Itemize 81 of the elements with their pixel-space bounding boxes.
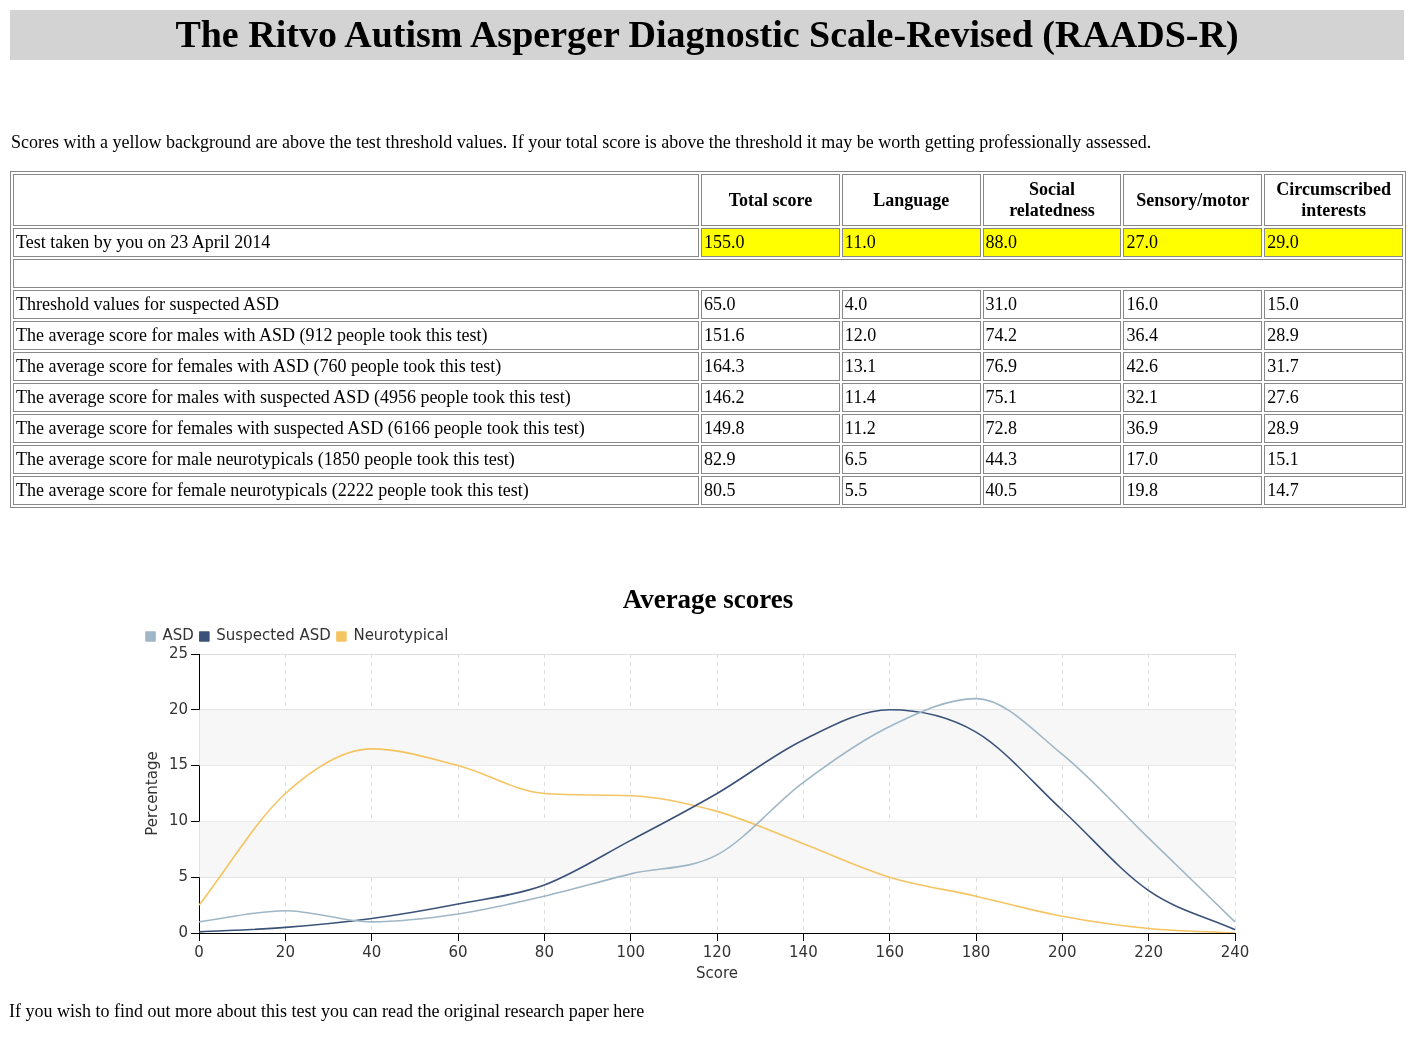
x-axis-title: Score: [696, 963, 739, 982]
text: 29.0: [1267, 232, 1299, 252]
category-label: The average score for females with suspected ASD (6166 people took this test): [16, 418, 585, 438]
y-tick-label: 15: [168, 755, 189, 774]
text: If you wish to find out more about this test you can read the original research paper here: [9, 1001, 646, 1022]
text: 14.7: [1267, 480, 1299, 500]
text: The Ritvo Autism Asperger Diagnostic Scale-Revised (RAADS-R): [10, 10, 1404, 60]
category-label: The average score for males with suspected ASD (4956 people took this test): [16, 387, 571, 407]
text: 27.6: [1267, 387, 1299, 407]
text: 11.2: [844, 418, 876, 438]
text: 17.0: [1126, 449, 1158, 469]
text: 19.8: [1126, 480, 1158, 500]
x-tick-label: 0: [194, 942, 204, 961]
y-tick-label: 0: [178, 922, 189, 941]
x-tick-label: 140: [789, 942, 818, 961]
category-label: Language: [841, 174, 981, 226]
text: 11.4: [844, 387, 876, 407]
text: 42.6: [1126, 356, 1158, 376]
category-label: The average score for females with ASD (760 people took this test): [16, 356, 502, 376]
x-tick-label: 20: [275, 942, 295, 961]
text: 36.4: [1126, 325, 1158, 345]
category-label: Threshold values for suspected ASD: [16, 294, 279, 314]
text: 11.0: [844, 232, 876, 252]
x-tick-label: 220: [1134, 942, 1163, 961]
legend-label: Neurotypical: [353, 626, 449, 645]
text: Scores with a yellow background are above the test threshold values. If your total score is above the threshold it may be worth getting professionally assessed.: [11, 132, 1153, 153]
text: 164.3: [704, 356, 745, 376]
y-axis-title: Percentage: [142, 751, 161, 836]
text: 74.2: [985, 325, 1018, 345]
text: 149.8: [704, 418, 745, 438]
legend-label: ASD: [162, 626, 194, 645]
text: 40.5: [985, 480, 1018, 500]
text: 82.9: [704, 449, 736, 469]
x-tick-label: 100: [616, 942, 646, 961]
text: 36.9: [1126, 418, 1158, 438]
x-tick-label: 240: [1220, 942, 1250, 961]
text: 28.9: [1267, 325, 1299, 345]
text: 28.9: [1267, 418, 1299, 438]
text: 44.3: [985, 449, 1018, 469]
category-label: The average score for female neurotypicals (2222 people took this test): [16, 480, 529, 500]
y-tick-label: 10: [168, 811, 189, 830]
text: 5.5: [844, 480, 868, 500]
text: 4.0: [844, 294, 868, 314]
text: 72.8: [985, 418, 1018, 438]
text: 15.1: [1267, 449, 1299, 469]
x-tick-label: 60: [448, 942, 468, 961]
x-tick-label: 120: [702, 942, 732, 961]
x-tick-label: 80: [534, 942, 554, 961]
x-tick-label: 40: [362, 942, 382, 961]
y-tick-label: 25: [168, 643, 189, 662]
category-label: Total score: [701, 174, 840, 226]
category-label: Circumscribed interests: [1264, 174, 1403, 226]
text: 65.0: [704, 294, 736, 314]
text: 16.0: [1126, 294, 1158, 314]
text: 151.6: [704, 325, 745, 345]
text: 32.1: [1126, 387, 1158, 407]
y-tick-label: 5: [178, 867, 189, 886]
text: 155.0: [704, 232, 745, 252]
x-tick-label: 200: [1048, 942, 1077, 961]
x-tick-label: 180: [961, 942, 991, 961]
text: 12.0: [844, 325, 877, 345]
text: 76.9: [985, 356, 1018, 376]
text: 27.0: [1126, 232, 1158, 252]
text: 31.7: [1267, 356, 1299, 376]
text: 146.2: [704, 387, 745, 407]
category-label: Test taken by you on 23 April 2014: [16, 232, 271, 252]
text: 6.5: [844, 449, 868, 469]
text: 13.1: [844, 356, 877, 376]
x-tick-label: 160: [875, 942, 905, 961]
text: 80.5: [704, 480, 736, 500]
text: 15.0: [1267, 294, 1299, 314]
text: 75.1: [985, 387, 1018, 407]
category-label: The average score for male neurotypicals (1850 people took this test): [16, 449, 515, 469]
category-label: Social relatedness: [982, 174, 1122, 226]
y-tick-label: 20: [168, 699, 189, 718]
category-label: The average score for males with ASD (912 people took this test): [16, 325, 488, 345]
text: 31.0: [985, 294, 1018, 314]
legend-label: Suspected ASD: [216, 626, 331, 645]
chart-title: Average scores: [621, 584, 795, 615]
text: 88.0: [985, 232, 1018, 252]
category-label: Sensory/motor: [1123, 174, 1263, 226]
